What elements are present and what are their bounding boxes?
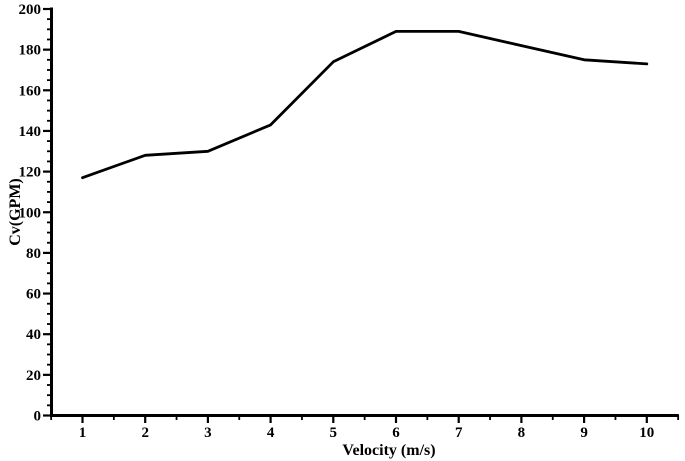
y-tick-label: 200 [19,2,42,18]
x-tick-label: 1 [79,425,87,441]
y-tick-label: 140 [19,124,42,140]
x-tick-label: 10 [639,425,654,441]
x-tick-label: 7 [455,425,463,441]
y-axis-title: Cv(GPM) [7,178,24,246]
y-tick-label: 120 [19,165,42,181]
x-tick-label: 4 [267,425,275,441]
x-tick-label: 9 [580,425,588,441]
x-axis-title: Velocity (m/s) [342,442,436,459]
y-tick-label: 100 [19,205,42,221]
data-series-line [81,29,649,180]
y-tick-label: 20 [26,368,41,384]
x-tick-label: 2 [141,425,149,441]
x-tick-label: 5 [330,425,338,441]
x-tick-label: 3 [204,425,212,441]
y-tick-label: 0 [34,409,42,425]
x-tick-label: 8 [518,425,526,441]
x-tick-label: 6 [392,425,400,441]
y-tick-label: 80 [26,246,41,262]
y-tick-label: 180 [19,43,42,59]
y-tick-label: 40 [26,327,41,343]
y-tick-label: 60 [26,287,41,303]
y-tick-label: 160 [19,83,42,99]
